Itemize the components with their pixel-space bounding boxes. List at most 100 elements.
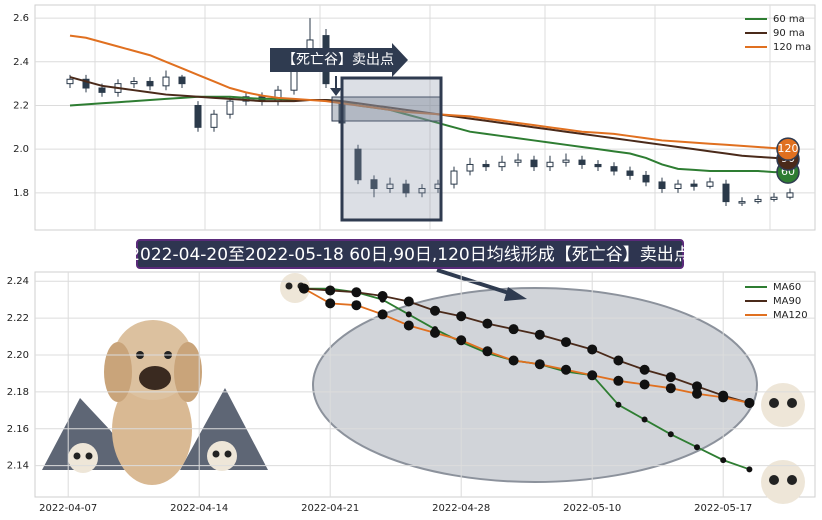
candle-body [226, 100, 234, 115]
y-tick-label: 2.22 [7, 313, 29, 324]
candle-body [82, 78, 90, 89]
candle-body [146, 80, 154, 87]
candle-body [402, 183, 410, 194]
series-dot [508, 324, 519, 335]
series-dot [456, 311, 467, 322]
series-dot [641, 416, 648, 423]
series-dot [403, 320, 414, 331]
candle-body [626, 170, 634, 176]
series-dot [665, 372, 676, 383]
series-dot [430, 305, 440, 316]
candle-body [466, 163, 474, 172]
series-dot [718, 392, 729, 403]
x-tick-label: 2022-04-28 [432, 503, 490, 514]
series-dot [377, 309, 388, 320]
series-dot [692, 381, 702, 392]
crossing-box [331, 96, 441, 122]
y-tick-label: 2.14 [7, 461, 29, 472]
candle-body [546, 161, 554, 168]
series-dot [667, 431, 674, 438]
legend-label: 60 ma [773, 14, 805, 25]
candle-body [162, 76, 170, 87]
y-tick-label: 2.4 [13, 57, 29, 68]
series-dot [299, 283, 309, 294]
legend-label: MA60 [773, 282, 801, 293]
candle-body [578, 159, 586, 165]
series-dot [351, 287, 362, 298]
candle-body [66, 78, 74, 85]
candle-body [354, 148, 362, 181]
y-tick-label: 1.8 [13, 188, 29, 199]
candle-body [386, 183, 394, 189]
series-dot [456, 335, 467, 346]
legend-label: MA90 [773, 296, 801, 307]
y-tick-label: 2.0 [13, 144, 29, 155]
illustration [42, 273, 805, 504]
candle-body [706, 181, 714, 187]
series-dot [403, 296, 414, 307]
bottom-layer: 2.14 2.16 2.18 2.20 2.22 2.24 2022-04-07 2022-0… [7, 272, 815, 514]
candle-body [610, 166, 618, 172]
ma-badge-label: 120 [778, 142, 799, 155]
series-dot [639, 379, 650, 390]
banner [136, 239, 684, 269]
candle-body [674, 183, 682, 189]
candle-body [770, 196, 778, 200]
series-dot [561, 364, 571, 375]
candle-body [418, 187, 426, 194]
x-tick-label: 2022-04-07 [39, 503, 97, 514]
banner-text: 2022-04-20至2022-05-18 60日,90日,120日均线形成【死… [129, 245, 691, 265]
series-dot [692, 388, 702, 399]
series-dot [325, 285, 336, 296]
candle-body [738, 201, 746, 204]
series-dot [746, 466, 753, 473]
candle-body [658, 181, 666, 189]
annotation: 【死亡谷】卖出点 [282, 52, 394, 68]
y-tick-label: 2.2 [13, 100, 29, 111]
series-dot [639, 364, 650, 375]
series-dot [665, 383, 676, 394]
series-dot [482, 346, 493, 357]
candle-body [786, 192, 794, 198]
y-tick-label: 2.18 [7, 387, 29, 398]
series-dot [325, 298, 336, 309]
series-dot [613, 355, 624, 366]
series-dot [534, 329, 545, 340]
x-tick-label: 2022-05-17 [694, 503, 752, 514]
candle-body [98, 87, 106, 93]
series-dot [561, 337, 571, 348]
series-dot [615, 401, 622, 408]
series-dot [613, 375, 624, 386]
x-tick-label: 2022-04-14 [170, 503, 228, 514]
candle-body [722, 183, 730, 203]
series-dot [405, 311, 412, 318]
x-tick-label: 2022-04-21 [301, 503, 359, 514]
series-dot [587, 370, 598, 381]
highlight-ellipse [312, 287, 758, 483]
series-dot [587, 344, 598, 355]
y-tick-label: 2.6 [13, 13, 29, 24]
candle-body [194, 104, 202, 128]
candle-body [690, 183, 698, 187]
series-dot [744, 397, 755, 408]
candle-body [514, 159, 522, 163]
y-tick-label: 2.24 [7, 276, 29, 287]
series-dot [534, 359, 545, 370]
series-dot [694, 444, 700, 451]
series-dot [351, 300, 362, 311]
series-dot [482, 318, 493, 329]
candle-body [178, 76, 186, 85]
candle-body [642, 174, 650, 183]
annotation-arrow [270, 43, 408, 77]
series-dot [720, 457, 727, 464]
candle-body [210, 113, 218, 128]
candle-body [370, 179, 378, 189]
legend-label: 120 ma [773, 42, 811, 53]
candle-body [530, 159, 538, 168]
x-tick-label: 2022-05-10 [563, 503, 621, 514]
legend-label: 90 ma [773, 28, 805, 39]
candle-body [482, 163, 490, 168]
candle-body [450, 170, 458, 185]
